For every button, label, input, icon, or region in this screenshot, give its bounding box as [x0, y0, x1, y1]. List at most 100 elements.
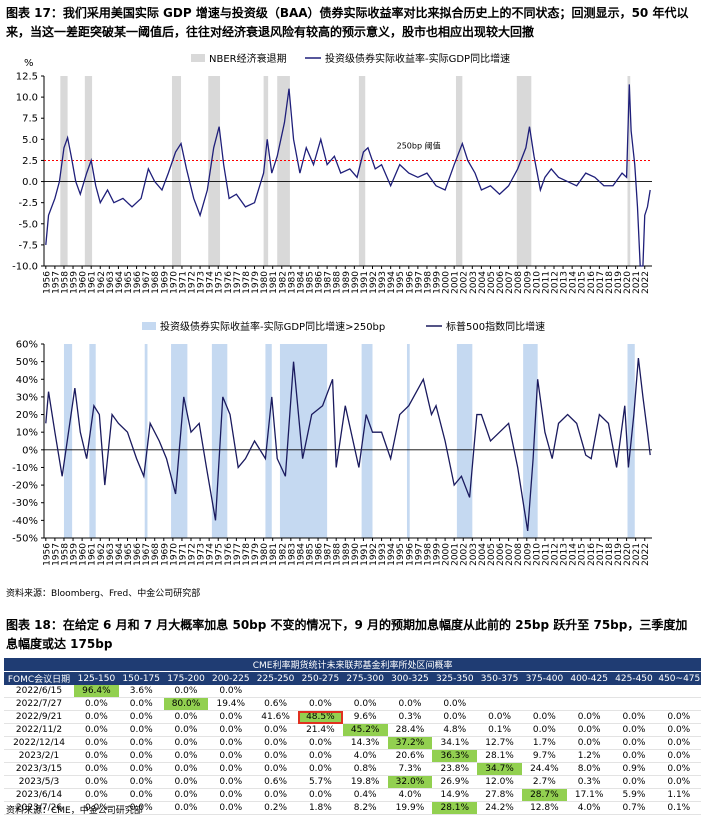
x-tick-label: 2014 [569, 271, 579, 294]
x-tick-label: 1959 [70, 271, 80, 294]
x-tick-label: 1968 [151, 543, 161, 566]
table-cell: 0.0% [253, 762, 298, 776]
table-cell: 0.9% [611, 762, 657, 776]
x-tick-label: 1999 [433, 543, 443, 566]
y-tick-label: -10.0 [12, 262, 38, 273]
header-cell: 300-325 [387, 671, 433, 685]
x-tick-label: 2002 [460, 543, 470, 566]
table-cell: 5.9% [611, 788, 657, 802]
band [89, 344, 96, 538]
table-cell: 0.0% [74, 697, 119, 711]
table-cell: 34.1% [432, 736, 478, 750]
table-cell: 2023/7/26 [4, 801, 74, 815]
x-tick-label: 2022 [641, 271, 651, 294]
y-tick-label: 12.5 [16, 72, 38, 83]
table-cell: 28.1% [432, 801, 478, 815]
table-cell [656, 685, 702, 698]
table-cell: 80.0% [163, 697, 209, 711]
x-tick-label: 1974 [206, 543, 216, 566]
x-tick-label: 1989 [342, 543, 352, 566]
table-cell: 8.2% [342, 801, 388, 815]
table-cell: 2023/3/15 [4, 762, 74, 776]
table-cell: 19.4% [208, 697, 254, 711]
x-tick-label: 2006 [496, 543, 506, 566]
x-tick-label: 1992 [369, 271, 379, 294]
table-cell: 19.9% [387, 801, 433, 815]
x-tick-label: 2015 [578, 543, 588, 566]
band [60, 76, 68, 266]
x-tick-label: 2001 [451, 543, 461, 566]
y-tick-label: 50% [16, 357, 38, 368]
header-cell: 375-400 [521, 671, 567, 685]
y-tick-label: -20% [12, 481, 38, 492]
table-cell: 2022/7/27 [4, 697, 74, 711]
header-cell: 125-150 [74, 671, 119, 685]
table-cell: 4.0% [342, 749, 388, 763]
x-tick-label: 1971 [178, 543, 188, 566]
y-tick-label: 5.0 [22, 135, 38, 146]
table-cell: 0.0% [253, 723, 298, 737]
table-cell: 9.6% [342, 710, 388, 724]
header-cell: 450~475 [656, 671, 702, 685]
header-cell: 200-225 [208, 671, 254, 685]
table-cell: 0.0% [566, 723, 612, 737]
x-tick-label: 1967 [142, 271, 152, 294]
x-tick-label: 2019 [614, 543, 624, 566]
table-cell: 12.8% [521, 801, 567, 815]
x-tick-label: 1966 [133, 271, 143, 294]
x-tick-label: 1958 [60, 271, 70, 294]
x-tick-label: 1978 [242, 271, 252, 294]
band [63, 344, 73, 538]
x-tick-label: 1996 [405, 271, 415, 294]
x-tick-label: 2010 [532, 271, 542, 294]
x-tick-label: 1960 [79, 271, 89, 294]
table-cell: 0.0% [253, 749, 298, 763]
x-tick-label: 2012 [550, 271, 560, 294]
x-tick-label: 1979 [251, 271, 261, 294]
header-cell: 150-175 [118, 671, 164, 685]
table-cell: 0.0% [163, 723, 209, 737]
x-tick-label: 1999 [433, 271, 443, 294]
probability-table: CME利率期货统计未来联邦基金利率所处区间概率 FOMC会议日期 125-150 15… [4, 658, 702, 815]
table-cell: 0.0% [566, 710, 612, 724]
table-cell: 0.0% [163, 762, 209, 776]
x-tick-label: 2019 [614, 271, 624, 294]
table-cell: 0.0% [118, 801, 164, 815]
x-tick-label: 2005 [487, 543, 497, 566]
table-cell: 0.0% [118, 723, 164, 737]
y-tick-label: 7.5 [22, 114, 38, 125]
y-tick-label: 2.5 [22, 156, 38, 167]
x-tick-label: 1964 [115, 271, 125, 294]
x-tick-label: 1967 [142, 543, 152, 566]
x-tick-label: 1990 [351, 543, 361, 566]
table-cell: 0.3% [566, 775, 612, 789]
chart: 60% 50% 40% 30% 20% 10% 0% -10% -20% -30% -40% -50%… [12, 320, 652, 566]
table-cell: 2.7% [521, 775, 567, 789]
x-tick-label: 2021 [632, 543, 642, 566]
table-cell: 0.0% [297, 788, 343, 802]
y-tick-label: 20% [16, 410, 38, 421]
table-cell: 12.0% [477, 775, 522, 789]
x-tick-label: 2018 [605, 271, 615, 294]
table-cell: 0.0% [611, 736, 657, 750]
x-tick-label: 1981 [269, 271, 279, 294]
table-cell: 0.0% [163, 788, 209, 802]
y-tick-label: -5.0 [18, 219, 38, 230]
table-cell [566, 685, 612, 698]
table-row: 2022/11/2 0.0% 0.0% 0.0% 0.0% 0.0% 21.4% 45.2% 2… [4, 723, 702, 737]
table-cell [566, 697, 612, 711]
band [361, 344, 373, 538]
table-row: 2023/2/1 0.0% 0.0% 0.0% 0.0% 0.0% 0.0% 4.0% 20.6… [4, 749, 702, 763]
x-tick-label: 2017 [596, 271, 606, 294]
x-tick-label: 1977 [233, 543, 243, 566]
x-tick-label: 1973 [197, 271, 207, 294]
source-note: 资料来源：Bloomberg、Fred、中金公司研究部 [6, 589, 201, 599]
table-cell: 24.4% [521, 762, 567, 776]
table-cell: 45.2% [342, 723, 388, 737]
table-cell [253, 685, 298, 698]
table-cell: 7.3% [387, 762, 433, 776]
x-tick-label: 1965 [124, 271, 134, 294]
table-cell: 0.0% [74, 762, 119, 776]
table-cell [656, 697, 702, 711]
x-tick-label: 2000 [442, 543, 452, 566]
